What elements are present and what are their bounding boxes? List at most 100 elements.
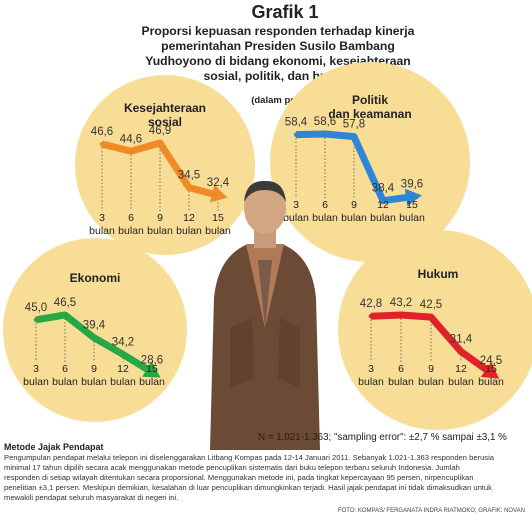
tick-label: 6: [322, 199, 328, 211]
method-title: Metode Jajak Pendapat: [4, 442, 104, 452]
tick-label: bulan: [176, 225, 202, 237]
panel-title: Kesejahteraan: [124, 101, 206, 115]
data-point: [458, 349, 464, 354]
panel-title: Politik: [352, 93, 388, 107]
tick-label: bulan: [370, 212, 396, 224]
data-point: [293, 132, 299, 137]
data-label: 46,9: [149, 125, 171, 137]
data-label: 58,4: [285, 117, 308, 129]
data-label: 44,6: [120, 133, 142, 145]
tick-label: bulan: [399, 212, 425, 224]
tick-label: 3: [368, 363, 374, 375]
tick-label: bulan: [81, 376, 107, 388]
tick-label: 12: [117, 363, 129, 375]
data-label: 38,4: [372, 183, 395, 195]
panel-circle: [75, 75, 255, 255]
data-point: [428, 314, 434, 320]
data-point: [380, 198, 386, 203]
tick-label: 3: [293, 199, 299, 211]
data-point: [62, 312, 68, 318]
unit-label: (dalam persen): [251, 95, 319, 106]
tick-label: 3: [33, 363, 39, 375]
data-label: 31,4: [450, 334, 473, 346]
data-label: 42,8: [360, 298, 382, 310]
data-label: 34,2: [112, 336, 134, 348]
data-point: [215, 193, 221, 198]
chart-subtitle: Proporsi kepuasan responden terhadap kin…: [128, 24, 428, 84]
data-label: 46,6: [91, 126, 113, 138]
tick-label: bulan: [341, 212, 367, 224]
data-label: 24,5: [480, 355, 502, 367]
panel-title: Hukum: [418, 267, 459, 281]
tick-label: 3: [99, 212, 105, 224]
tick-label: 6: [128, 212, 134, 224]
tick-label: 9: [351, 199, 357, 211]
panel-title: dan keamanan: [328, 107, 411, 121]
president-photo: [210, 180, 320, 450]
data-point: [33, 317, 39, 322]
tick-label: 6: [62, 363, 68, 375]
data-label: 42,5: [420, 299, 442, 311]
data-label: 46,5: [54, 297, 76, 309]
data-point: [398, 312, 404, 318]
panel-title: sosial: [148, 115, 182, 129]
panel-ekonomi: Ekonomi45,03bulan46,56bulan39,49bulan34,…: [3, 238, 187, 422]
data-point: [322, 131, 328, 137]
photo-credit: FOTO: KOMPAS/ FERGANATA INDRA RIATMOKO; …: [337, 508, 525, 514]
tick-label: 12: [377, 199, 389, 211]
panel-circle: [338, 230, 532, 430]
tick-label: bulan: [139, 376, 165, 388]
tick-label: 9: [428, 363, 434, 375]
tick-label: bulan: [23, 376, 49, 388]
panel-title: Ekonomi: [70, 271, 121, 285]
data-label: 32,4: [207, 177, 230, 189]
data-label: 57,8: [343, 119, 365, 131]
panel-kesejahteraan: Kesejahteraansosial46,63bulan44,66bulan4…: [75, 75, 255, 255]
tick-label: bulan: [283, 212, 309, 224]
tick-label: 15: [485, 363, 497, 375]
data-point: [149, 370, 155, 375]
tick-label: 9: [157, 212, 163, 224]
subtitle-line: Yudhoyono di bidang ekonomi, kesejahtera…: [145, 54, 411, 68]
panel-circle: [3, 238, 187, 422]
tick-label: 9: [91, 363, 97, 375]
tick-label: bulan: [52, 376, 78, 388]
tick-label: bulan: [418, 376, 444, 388]
panel-hukum: Hukum42,83bulan43,26bulan42,59bulan31,41…: [338, 230, 532, 430]
data-point: [186, 185, 192, 190]
tick-label: bulan: [312, 212, 338, 224]
data-point: [368, 314, 374, 319]
tick-label: bulan: [118, 225, 144, 237]
data-point: [351, 134, 357, 139]
sample-stats: N = 1.021-1.363; "sampling error": ±2,7 …: [258, 432, 507, 443]
subtitle-line: pemerintahan Presiden Susilo Bambang: [161, 39, 395, 53]
data-point: [488, 370, 494, 376]
tick-label: bulan: [147, 225, 173, 237]
chart-title: Grafik 1: [251, 2, 319, 22]
panel-circle: [270, 62, 470, 262]
tick-label: 15: [146, 363, 158, 375]
data-label: 45,0: [25, 302, 47, 314]
tick-label: bulan: [205, 225, 231, 237]
data-point: [91, 335, 97, 340]
data-label: 39,4: [83, 320, 106, 332]
tick-label: 15: [406, 199, 418, 211]
tick-label: 15: [212, 212, 224, 224]
data-label: 28,6: [141, 354, 163, 366]
data-label: 39,6: [401, 179, 423, 191]
arrow-head-hukum: [480, 362, 500, 379]
data-point: [128, 149, 134, 154]
data-label: 34,5: [178, 170, 200, 182]
data-point: [99, 141, 105, 147]
data-label: 58,6: [314, 116, 336, 128]
tick-label: 6: [398, 363, 404, 375]
data-point: [120, 352, 126, 357]
arrow-head-ekonomi: [142, 361, 161, 378]
tick-label: 12: [183, 212, 195, 224]
tick-label: bulan: [448, 376, 474, 388]
data-point: [157, 140, 163, 146]
subtitle-line: Proporsi kepuasan responden terhadap kin…: [141, 24, 415, 38]
tick-label: bulan: [388, 376, 414, 388]
